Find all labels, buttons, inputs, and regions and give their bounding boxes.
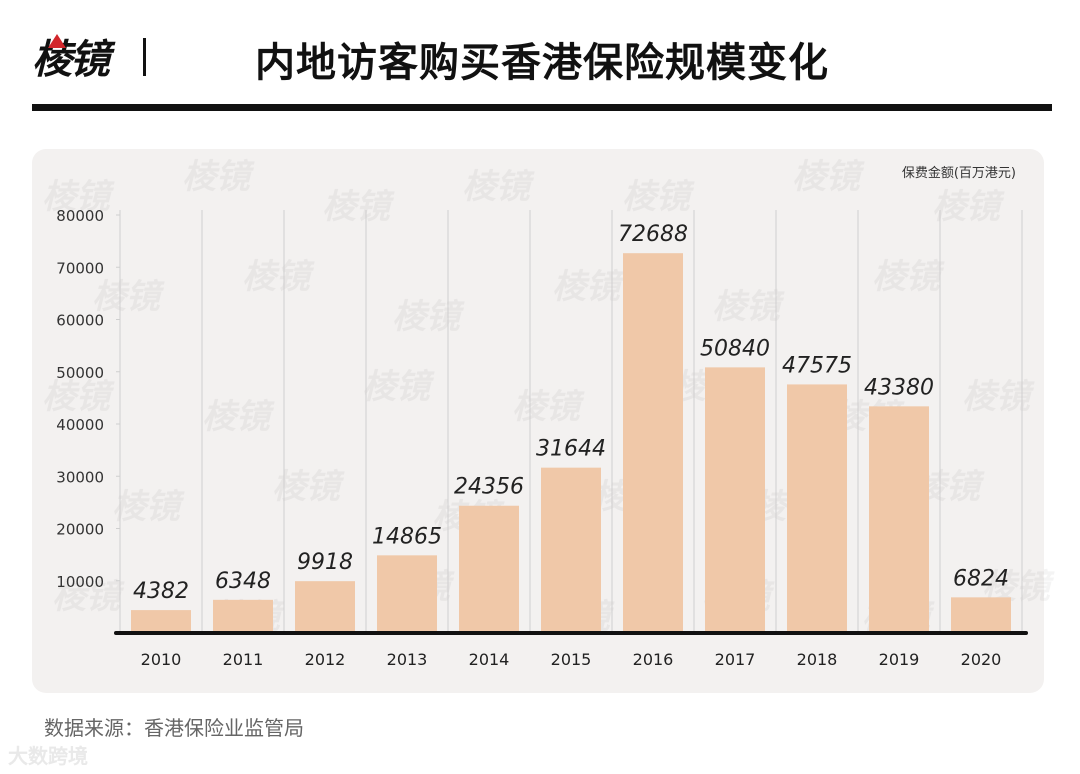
data-label: 47575 [782,353,852,378]
bar [295,581,355,633]
y-tick-label: 50000 [56,364,104,382]
data-label: 4382 [133,579,189,604]
y-axis-label: 保费金额(百万港元) [902,165,1016,181]
x-tick-label: 2018 [797,650,838,669]
y-tick-label: 30000 [56,468,104,486]
x-tick-label: 2012 [305,650,346,669]
data-label: 6824 [953,566,1009,591]
y-tick-label: 60000 [56,312,104,330]
x-tick-label: 2016 [633,650,674,669]
logo: 棱镜 [32,30,110,83]
page-title: 内地访客购买香港保险规模变化 [255,40,829,86]
bar [377,555,437,633]
bar [459,505,519,633]
y-tick-label: 40000 [56,416,104,434]
x-tick-label: 2014 [469,650,510,669]
data-label: 6348 [215,569,271,594]
y-tick-label: 80000 [56,207,104,225]
x-tick-label: 2013 [387,650,428,669]
bar [131,610,191,633]
title-rule [32,104,1052,111]
x-tick-label: 2011 [223,650,264,669]
data-label: 31644 [536,437,606,462]
data-label: 72688 [618,222,688,247]
x-tick-label: 2020 [961,650,1002,669]
x-tick-label: 2015 [551,650,592,669]
x-tick-label: 2017 [715,650,756,669]
bar [705,367,765,633]
y-tick-label: 10000 [56,573,104,591]
bar [787,384,847,633]
bar [951,597,1011,633]
bar [869,406,929,633]
data-source: 数据来源：香港保险业监管局 [44,716,304,740]
y-tick-label: 20000 [56,521,104,539]
data-label: 24356 [454,475,524,500]
footer-brand: 大数跨境 [8,744,88,768]
logo-text: 棱镜 [32,37,110,83]
data-label: 50840 [700,336,770,361]
y-tick-label: 70000 [56,259,104,277]
bar [623,253,683,633]
bar [213,599,273,633]
x-tick-label: 2010 [141,650,182,669]
logo-mark-icon [48,34,66,48]
x-tick-label: 2019 [879,650,920,669]
data-label: 14865 [372,524,442,549]
bar [541,467,601,633]
data-label: 9918 [297,550,353,575]
data-label: 43380 [864,375,934,400]
logo-separator [143,38,146,76]
header: 棱镜 内地访客购买香港保险规模变化 [0,0,1080,120]
